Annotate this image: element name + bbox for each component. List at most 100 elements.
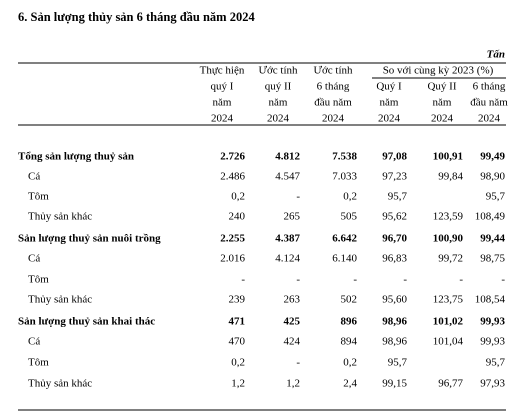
column-header: năm [213, 97, 232, 109]
cell: 99,72 [438, 253, 463, 265]
cell: 95,60 [382, 294, 407, 306]
cell: 99,44 [480, 233, 505, 245]
cell: 97,08 [382, 151, 407, 163]
subcolumn-header: 2024 [478, 113, 501, 125]
cell: 97,23 [382, 171, 407, 183]
cell: 101,04 [433, 336, 464, 348]
row-label: Sản lượng thuỷ sản nuôi trồng [18, 233, 161, 245]
cell: 894 [341, 336, 358, 348]
cell: 99,93 [480, 336, 505, 348]
column-header: 2024 [267, 113, 290, 125]
cell: 99,49 [480, 151, 505, 163]
cell: 239 [229, 294, 246, 306]
cell: 2.486 [220, 171, 245, 183]
cell: 0,2 [343, 357, 357, 369]
cell: 99,93 [480, 316, 505, 328]
cell: 7.033 [332, 171, 357, 183]
row-label: Cá [28, 171, 40, 183]
cell: 471 [229, 316, 246, 328]
cell: 95,7 [388, 357, 408, 369]
cell: 97,93 [480, 378, 505, 390]
cell: 101,02 [433, 316, 464, 328]
subcolumn-header: 6 tháng [473, 81, 506, 93]
cell: - [296, 274, 300, 286]
cell: 2.016 [220, 253, 245, 265]
column-header: 2024 [211, 113, 234, 125]
cell: 108,54 [475, 294, 506, 306]
cell: 95,7 [486, 357, 506, 369]
cell: 4.812 [275, 151, 300, 163]
cell: - [296, 191, 300, 203]
cell: 1,2 [231, 378, 245, 390]
cell: 108,49 [475, 211, 506, 223]
subcolumn-header: năm [380, 97, 399, 109]
cell: 96,83 [382, 253, 407, 265]
cell: 95,7 [486, 191, 506, 203]
cell: 100,90 [433, 233, 464, 245]
row-label: Cá [28, 253, 40, 265]
cell: 502 [341, 294, 358, 306]
column-header: quý II [265, 81, 292, 93]
column-header: 2024 [322, 113, 345, 125]
cell: 263 [284, 294, 301, 306]
cell: 2.255 [220, 233, 245, 245]
row-label: Thủy sản khác [28, 294, 92, 306]
cell: 896 [341, 316, 358, 328]
cell: 0,2 [343, 191, 357, 203]
cell: 0,2 [231, 191, 245, 203]
cell: 96,77 [438, 378, 463, 390]
cell: - [241, 274, 245, 286]
cell: 123,75 [433, 294, 464, 306]
subcolumn-header: năm [433, 97, 452, 109]
column-header: Ước tính [258, 65, 298, 77]
subcolumn-header: Quý II [427, 81, 456, 93]
cell: 98,90 [480, 171, 505, 183]
cell: 470 [229, 336, 246, 348]
cell: 424 [284, 336, 301, 348]
cell: 100,91 [433, 151, 463, 163]
column-header: Thực hiện [200, 65, 245, 77]
subcolumn-header: Quý I [376, 81, 402, 93]
row-label: Sản lượng thuỷ sản khai thác [18, 316, 155, 328]
cell: 95,7 [388, 191, 408, 203]
column-header: đầu năm [314, 97, 352, 109]
cell: 0,2 [231, 357, 245, 369]
cell: 505 [341, 211, 358, 223]
cell: 240 [229, 211, 246, 223]
cell: - [296, 357, 300, 369]
cell: 4.387 [275, 233, 300, 245]
cell: 98,75 [480, 253, 505, 265]
cell: 98,96 [382, 316, 407, 328]
cell: 98,96 [382, 336, 407, 348]
cell: 425 [284, 316, 301, 328]
row-label: Tôm [28, 274, 49, 286]
cell: 1,2 [286, 378, 300, 390]
cell: - [459, 274, 463, 286]
group-header: So với cùng kỳ 2023 (%) [383, 65, 494, 77]
cell: 4.547 [275, 171, 300, 183]
cell: 4.124 [275, 253, 300, 265]
row-label: Tôm [28, 357, 49, 369]
row-label: Cá [28, 336, 40, 348]
cell: 123,59 [433, 211, 464, 223]
column-header: 6 tháng [317, 81, 350, 93]
row-label: Thủy sản khác [28, 378, 92, 390]
column-header: quý I [211, 81, 234, 93]
cell: 99,84 [438, 171, 463, 183]
subcolumn-header: 2024 [431, 113, 454, 125]
cell: 265 [284, 211, 301, 223]
cell: - [353, 274, 357, 286]
subcolumn-header: đầu năm [470, 97, 508, 109]
column-header: Ước tính [313, 65, 353, 77]
unit: Tấn [487, 49, 505, 61]
column-header: năm [269, 97, 288, 109]
cell: - [501, 274, 505, 286]
cell: 96,70 [382, 233, 407, 245]
cell: 6.642 [332, 233, 357, 245]
title: 6. Sản lượng thủy sản 6 tháng đầu năm 20… [18, 10, 255, 24]
cell: 95,62 [382, 211, 407, 223]
cell: 6.140 [332, 253, 357, 265]
cell: - [403, 274, 407, 286]
subcolumn-header: 2024 [378, 113, 401, 125]
